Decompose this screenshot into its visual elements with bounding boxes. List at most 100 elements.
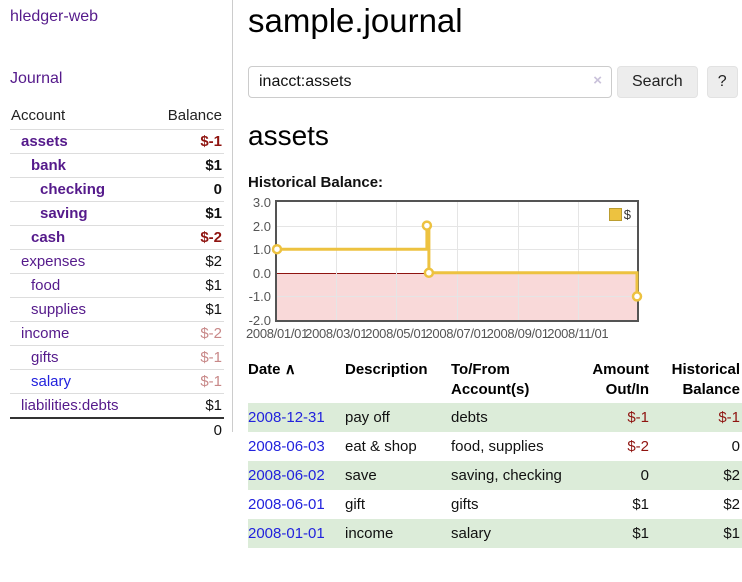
transaction-accounts: saving, checking xyxy=(451,467,562,484)
sidebar-account-cash[interactable]: cash xyxy=(31,229,66,246)
search-button[interactable]: Search xyxy=(617,66,698,98)
transaction-date-link[interactable]: 2008-12-31 xyxy=(248,409,325,426)
account-row: saving $1 xyxy=(10,201,224,226)
y-axis-tick-label: 1.0 xyxy=(252,242,271,258)
sidebar-account-assets[interactable]: assets xyxy=(21,133,68,150)
accounts-total-value: 0 xyxy=(151,417,224,443)
sidebar-account-saving[interactable]: saving xyxy=(40,205,88,222)
account-row: gifts $-1 xyxy=(10,345,224,370)
chart-vgrid xyxy=(578,202,579,320)
transaction-amount: $1 xyxy=(632,496,649,513)
legend-swatch-icon xyxy=(608,208,622,221)
accounts-total-row: 0 xyxy=(10,417,224,443)
y-axis-tick-label: -2.0 xyxy=(248,313,271,328)
account-balance: $1 xyxy=(151,273,224,298)
search-form: × Search ? xyxy=(248,66,742,98)
transaction-accounts: salary xyxy=(451,525,492,542)
y-axis-tick-label: 3.0 xyxy=(252,195,271,210)
account-row: bank $1 xyxy=(10,153,224,178)
account-row: assets $-1 xyxy=(10,129,224,154)
transaction-amount: $1 xyxy=(632,525,649,542)
transaction-accounts: debts xyxy=(451,409,488,426)
chart-hgrid xyxy=(277,249,637,250)
chart-title: Historical Balance: xyxy=(248,174,384,191)
transaction-date-link[interactable]: 2008-06-02 xyxy=(248,467,325,484)
chart-data-point xyxy=(271,243,283,255)
sidebar-nav: Journal xyxy=(10,70,224,88)
transaction-date-link[interactable]: 2008-06-03 xyxy=(248,438,325,455)
transaction-row: 2008-12-31 pay off debts $-1 $-1 xyxy=(248,403,742,432)
transaction-accounts: gifts xyxy=(451,496,479,513)
sidebar-account-liabilities-debts[interactable]: liabilities:debts xyxy=(21,397,119,414)
register-header-to-from-account-s-: To/From Account(s) xyxy=(451,361,530,398)
transaction-row: 2008-06-01 gift gifts $1 $2 xyxy=(248,490,742,519)
sort-ascending-icon: ∧ xyxy=(284,361,296,378)
chart-data-point xyxy=(421,220,433,231)
account-balance: $1 xyxy=(151,393,224,418)
app-brand-link[interactable]: hledger-web xyxy=(10,8,99,25)
register-header-date[interactable]: Date ∧ xyxy=(248,361,296,378)
account-heading: assets xyxy=(248,120,329,151)
transaction-amount: $-2 xyxy=(627,438,649,455)
chart-hgrid xyxy=(277,296,637,297)
account-balance: $2 xyxy=(151,249,224,274)
account-balance: $-1 xyxy=(151,345,224,370)
x-axis-tick-label: 2008/07/01 xyxy=(425,326,488,341)
x-axis-tick-label: 2008/09/01 xyxy=(486,326,549,341)
chart-vgrid xyxy=(336,202,337,320)
accounts-table-body: assets $-1 bank $1 checking 0 saving $1 cash $-2 e… xyxy=(10,129,224,418)
transaction-balance: $2 xyxy=(723,467,740,484)
transaction-row: 2008-06-03 eat & shop food, supplies $-2 0 xyxy=(248,432,742,461)
search-input[interactable] xyxy=(248,66,612,98)
account-balance: $-1 xyxy=(151,129,224,154)
transaction-description: income xyxy=(345,525,394,542)
x-axis-tick-label: 2008/11/01 xyxy=(547,326,609,341)
transaction-row: 2008-06-02 save saving, checking 0 $2 xyxy=(248,461,742,490)
transaction-date-link[interactable]: 2008-01-01 xyxy=(248,525,325,542)
chart-data-point xyxy=(423,267,435,279)
sidebar-account-checking[interactable]: checking xyxy=(40,181,106,198)
sidebar-account-income[interactable]: income xyxy=(21,325,70,342)
account-row: food $1 xyxy=(10,273,224,298)
sidebar-account-expenses[interactable]: expenses xyxy=(21,253,86,270)
chart-vgrid xyxy=(518,202,519,320)
sidebar-account-bank[interactable]: bank xyxy=(31,157,67,174)
sidebar-item-journal[interactable]: Journal xyxy=(10,70,63,87)
legend-label: $ xyxy=(623,207,631,222)
account-row: salary $-1 xyxy=(10,369,224,394)
account-row: expenses $2 xyxy=(10,249,224,274)
account-balance: $1 xyxy=(151,153,224,178)
accounts-table: Account Balance assets $-1 bank $1 checking 0… xyxy=(10,104,224,443)
account-balance: $-2 xyxy=(151,321,224,346)
y-axis-tick-label: 0.0 xyxy=(252,265,271,281)
sidebar-account-salary[interactable]: salary xyxy=(31,373,72,390)
transaction-row: 2008-01-01 income salary $1 $1 xyxy=(248,519,742,548)
main-content: sample.journal × Search ? assets Histori… xyxy=(246,0,742,548)
chart-plot-inner xyxy=(271,202,643,320)
clear-search-icon[interactable]: × xyxy=(593,72,602,89)
accounts-header-account: Account xyxy=(11,107,66,124)
transaction-amount: 0 xyxy=(640,467,649,484)
chart-plot-area: $ xyxy=(271,200,643,322)
x-axis-tick-label: 2008/05/01 xyxy=(365,326,428,341)
transaction-description: eat & shop xyxy=(345,438,417,455)
account-row: supplies $1 xyxy=(10,297,224,322)
transaction-balance: 0 xyxy=(731,438,740,455)
sidebar-account-gifts[interactable]: gifts xyxy=(31,349,59,366)
sidebar-account-food[interactable]: food xyxy=(31,277,61,294)
chart-data-point xyxy=(631,291,643,302)
account-row: income $-2 xyxy=(10,321,224,346)
register-header-amount-out-in: Amount Out/In xyxy=(592,361,649,398)
account-balance: $1 xyxy=(151,201,224,226)
account-balance: $-1 xyxy=(151,369,224,394)
help-button[interactable]: ? xyxy=(706,66,738,98)
sidebar-account-supplies[interactable]: supplies xyxy=(31,301,87,318)
transaction-date-link[interactable]: 2008-06-01 xyxy=(248,496,325,513)
historical-balance-chart: $ 3.0 2.0 1.0 0.0 -1.0 -2.0 2008/01/01 2008/03/… xyxy=(246,196,742,342)
transaction-balance: $1 xyxy=(723,525,740,542)
account-row: checking 0 xyxy=(10,177,224,202)
register-header-historical-balance: Historical Balance xyxy=(671,361,740,398)
transaction-description: save xyxy=(345,467,377,484)
register-table: Date ∧ Description To/From Account(s) Amoun… xyxy=(248,358,742,548)
accounts-header-balance: Balance xyxy=(167,107,222,124)
